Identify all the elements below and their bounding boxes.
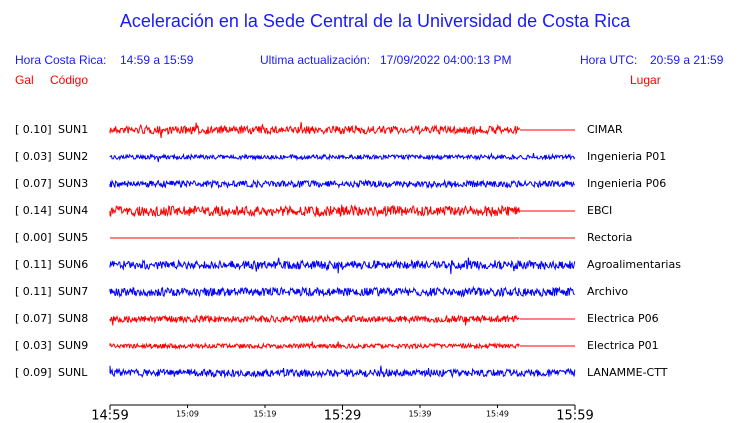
station-place: EBCI (587, 204, 612, 217)
waveform (109, 178, 575, 190)
waveform (109, 341, 520, 351)
waveform (109, 365, 576, 379)
station-code: SUN8 (58, 312, 88, 325)
tick-label: 15:39 (408, 410, 431, 419)
label: Hora UTC: (580, 53, 637, 67)
gal-value: [ 0.07] (15, 312, 52, 325)
tick-label: 15:09 (176, 410, 199, 419)
station-place: Electrica P06 (587, 312, 659, 325)
tick-label: 15:49 (486, 410, 509, 419)
station-code: SUN4 (58, 204, 88, 217)
waveform (109, 257, 576, 275)
waveform (109, 152, 576, 162)
waveform (109, 204, 520, 218)
station-place: LANAMME-CTT (587, 366, 668, 379)
tick-label: 14:59 (91, 409, 128, 423)
tick-label: 15:19 (253, 410, 276, 419)
station-code: SUN6 (58, 258, 88, 271)
gal-value: [ 0.03] (15, 150, 52, 163)
gal-value: [ 0.09] (15, 366, 52, 379)
station-place: CIMAR (587, 123, 623, 136)
station-place: Archivo (587, 285, 628, 298)
station-code: SUN5 (58, 231, 88, 244)
station-code: SUN1 (58, 123, 88, 136)
station-place: Ingenieria P01 (587, 150, 666, 163)
station-code: SUNL (58, 366, 88, 379)
gal-value: [ 0.14] (15, 204, 52, 217)
gal-value: [ 0.03] (15, 339, 52, 352)
value: 14:59 a 15:59 (120, 53, 194, 67)
value: 17/09/2022 04:00:13 PM (380, 53, 511, 67)
gal-value: [ 0.10] (15, 123, 52, 136)
label: Hora Costa Rica: (15, 53, 106, 67)
waveform (109, 121, 520, 139)
station-code: SUN3 (58, 177, 88, 190)
waveform (109, 285, 575, 298)
station-place: Ingenieria P06 (587, 177, 666, 190)
tick-label: 15:29 (324, 409, 361, 423)
station-code: SUN2 (58, 150, 88, 163)
value: 20:59 a 21:59 (650, 53, 724, 67)
station-place: Agroalimentarias (587, 258, 681, 271)
tick-label: 15:59 (556, 409, 593, 423)
station-place: Rectoria (587, 231, 632, 244)
gal-value: [ 0.11] (15, 258, 52, 271)
title: Aceleración en la Sede Central de la Uni… (120, 11, 631, 31)
station-code: SUN7 (58, 285, 88, 298)
waveform (109, 313, 520, 326)
station-place: Electrica P01 (587, 339, 659, 352)
station-code: SUN9 (58, 339, 88, 352)
column-label: Lugar (630, 73, 661, 87)
gal-value: [ 0.07] (15, 177, 52, 190)
label: Ultima actualización: (260, 53, 370, 67)
gal-value: [ 0.00] (15, 231, 52, 244)
gal-value: [ 0.11] (15, 285, 52, 298)
column-label: Código (50, 73, 88, 87)
column-label: Gal (15, 73, 34, 87)
